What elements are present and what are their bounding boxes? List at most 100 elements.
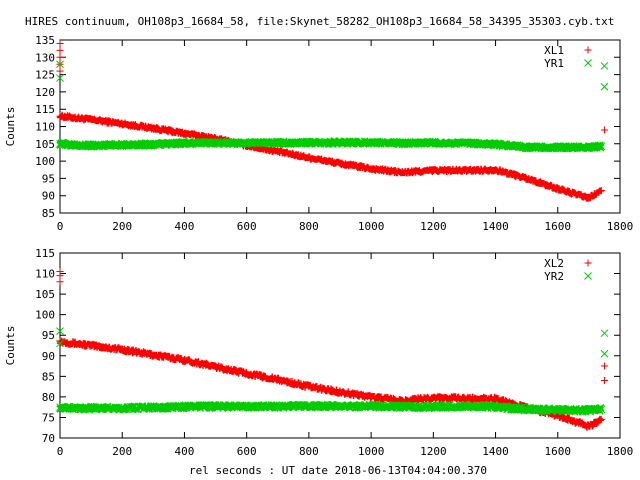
y-tick-label: 120	[35, 86, 55, 99]
x-tick-label: 0	[57, 445, 64, 458]
data-point	[367, 402, 375, 411]
data-point	[585, 406, 593, 414]
data-point	[522, 405, 531, 414]
data-point	[597, 142, 606, 151]
y-tick-label: 85	[42, 370, 55, 383]
data-point	[336, 402, 344, 411]
y-tick-label: 80	[42, 391, 55, 404]
data-point	[367, 138, 375, 147]
x-tick-label: 1000	[358, 220, 385, 233]
outlier-point	[56, 60, 64, 69]
y-tick-label: 105	[35, 138, 55, 151]
y-tick-label: 115	[35, 247, 55, 260]
outlier-point	[56, 67, 64, 75]
x-tick-label: 1000	[358, 445, 385, 458]
data-point	[149, 140, 158, 149]
legend-label-YR1: YR1	[544, 57, 564, 70]
y-tick-label: 95	[42, 172, 55, 185]
data-point	[554, 185, 562, 193]
x-tick-label: 800	[299, 445, 319, 458]
outlier-point	[600, 126, 608, 134]
y-tick-label: 115	[35, 103, 55, 116]
series-YR2	[56, 327, 609, 416]
data-point	[243, 369, 251, 377]
data-point	[87, 116, 95, 124]
y-tick-label: 85	[42, 207, 55, 220]
data-point	[491, 402, 500, 411]
data-point	[211, 402, 220, 411]
data-point	[429, 138, 438, 147]
data-point	[274, 376, 282, 384]
outlier-point	[56, 272, 64, 280]
outlier-point	[56, 46, 64, 54]
legend-label-YR2: YR2	[544, 270, 564, 283]
y-tick-label: 135	[35, 34, 55, 47]
data-point	[87, 404, 95, 413]
x-tick-label: 200	[112, 220, 132, 233]
x-tick-label: 1600	[545, 445, 572, 458]
data-point	[523, 174, 531, 182]
outlier-point	[56, 74, 64, 82]
legend-label-XL2: XL2	[544, 257, 564, 270]
x-tick-label: 1400	[482, 220, 509, 233]
data-point	[597, 405, 606, 414]
y-tick-label: 75	[42, 411, 55, 424]
data-point	[87, 342, 95, 349]
data-point	[56, 112, 64, 120]
series-XL1	[56, 39, 608, 202]
data-point	[118, 346, 126, 354]
x-tick-label: 800	[299, 220, 319, 233]
data-point	[180, 402, 189, 411]
data-point	[553, 143, 562, 152]
outlier-point	[56, 339, 64, 348]
y-tick-label: 110	[35, 121, 55, 134]
series-band-YR2	[56, 400, 605, 416]
series-band-XL2	[56, 337, 604, 431]
data-point	[56, 139, 64, 148]
x-tick-label: 1200	[420, 220, 447, 233]
data-point	[398, 402, 407, 411]
x-tick-label: 0	[57, 220, 64, 233]
x-tick-label: 400	[175, 445, 195, 458]
data-point	[336, 160, 344, 168]
data-point	[180, 356, 188, 364]
y-tick-label: 105	[35, 288, 55, 301]
x-tick-label: 1800	[607, 220, 634, 233]
data-point	[585, 422, 593, 430]
outlier-point	[600, 329, 609, 338]
data-point	[597, 416, 605, 423]
data-point	[149, 351, 157, 359]
outlier-point	[600, 62, 609, 70]
chart-title: HIRES continuum, OH108p3_16684_58, file:…	[25, 15, 614, 28]
x-tick-label: 1600	[545, 220, 572, 233]
data-point	[460, 166, 468, 174]
series-band-XL1	[56, 111, 604, 202]
data-point	[305, 154, 313, 162]
data-point	[597, 187, 605, 195]
y-tick-label: 90	[42, 350, 55, 363]
data-point	[429, 166, 437, 174]
data-point	[460, 139, 469, 147]
outlier-point	[56, 278, 64, 286]
outlier-point	[600, 349, 609, 358]
data-point	[273, 402, 282, 411]
data-point	[460, 395, 468, 403]
x-tick-label: 1400	[482, 445, 509, 458]
data-point	[398, 139, 407, 147]
data-point	[336, 138, 344, 147]
series-YR1	[56, 60, 609, 153]
data-point	[242, 402, 251, 411]
outlier-point	[600, 82, 609, 91]
data-point	[367, 165, 375, 173]
data-point	[118, 120, 126, 128]
data-point	[492, 166, 500, 174]
data-point	[305, 138, 313, 147]
data-point	[398, 169, 406, 177]
y-tick-label: 130	[35, 51, 55, 64]
data-point	[87, 141, 95, 150]
x-tick-label: 1200	[420, 445, 447, 458]
x-axis-label: rel seconds : UT date 2018-06-13T04:04:0…	[189, 464, 487, 477]
data-point	[305, 402, 313, 410]
chart-panel-2: 70 75 80 85 90 95 100 105 110 115 0 200 400 600 800 100…	[4, 247, 633, 458]
